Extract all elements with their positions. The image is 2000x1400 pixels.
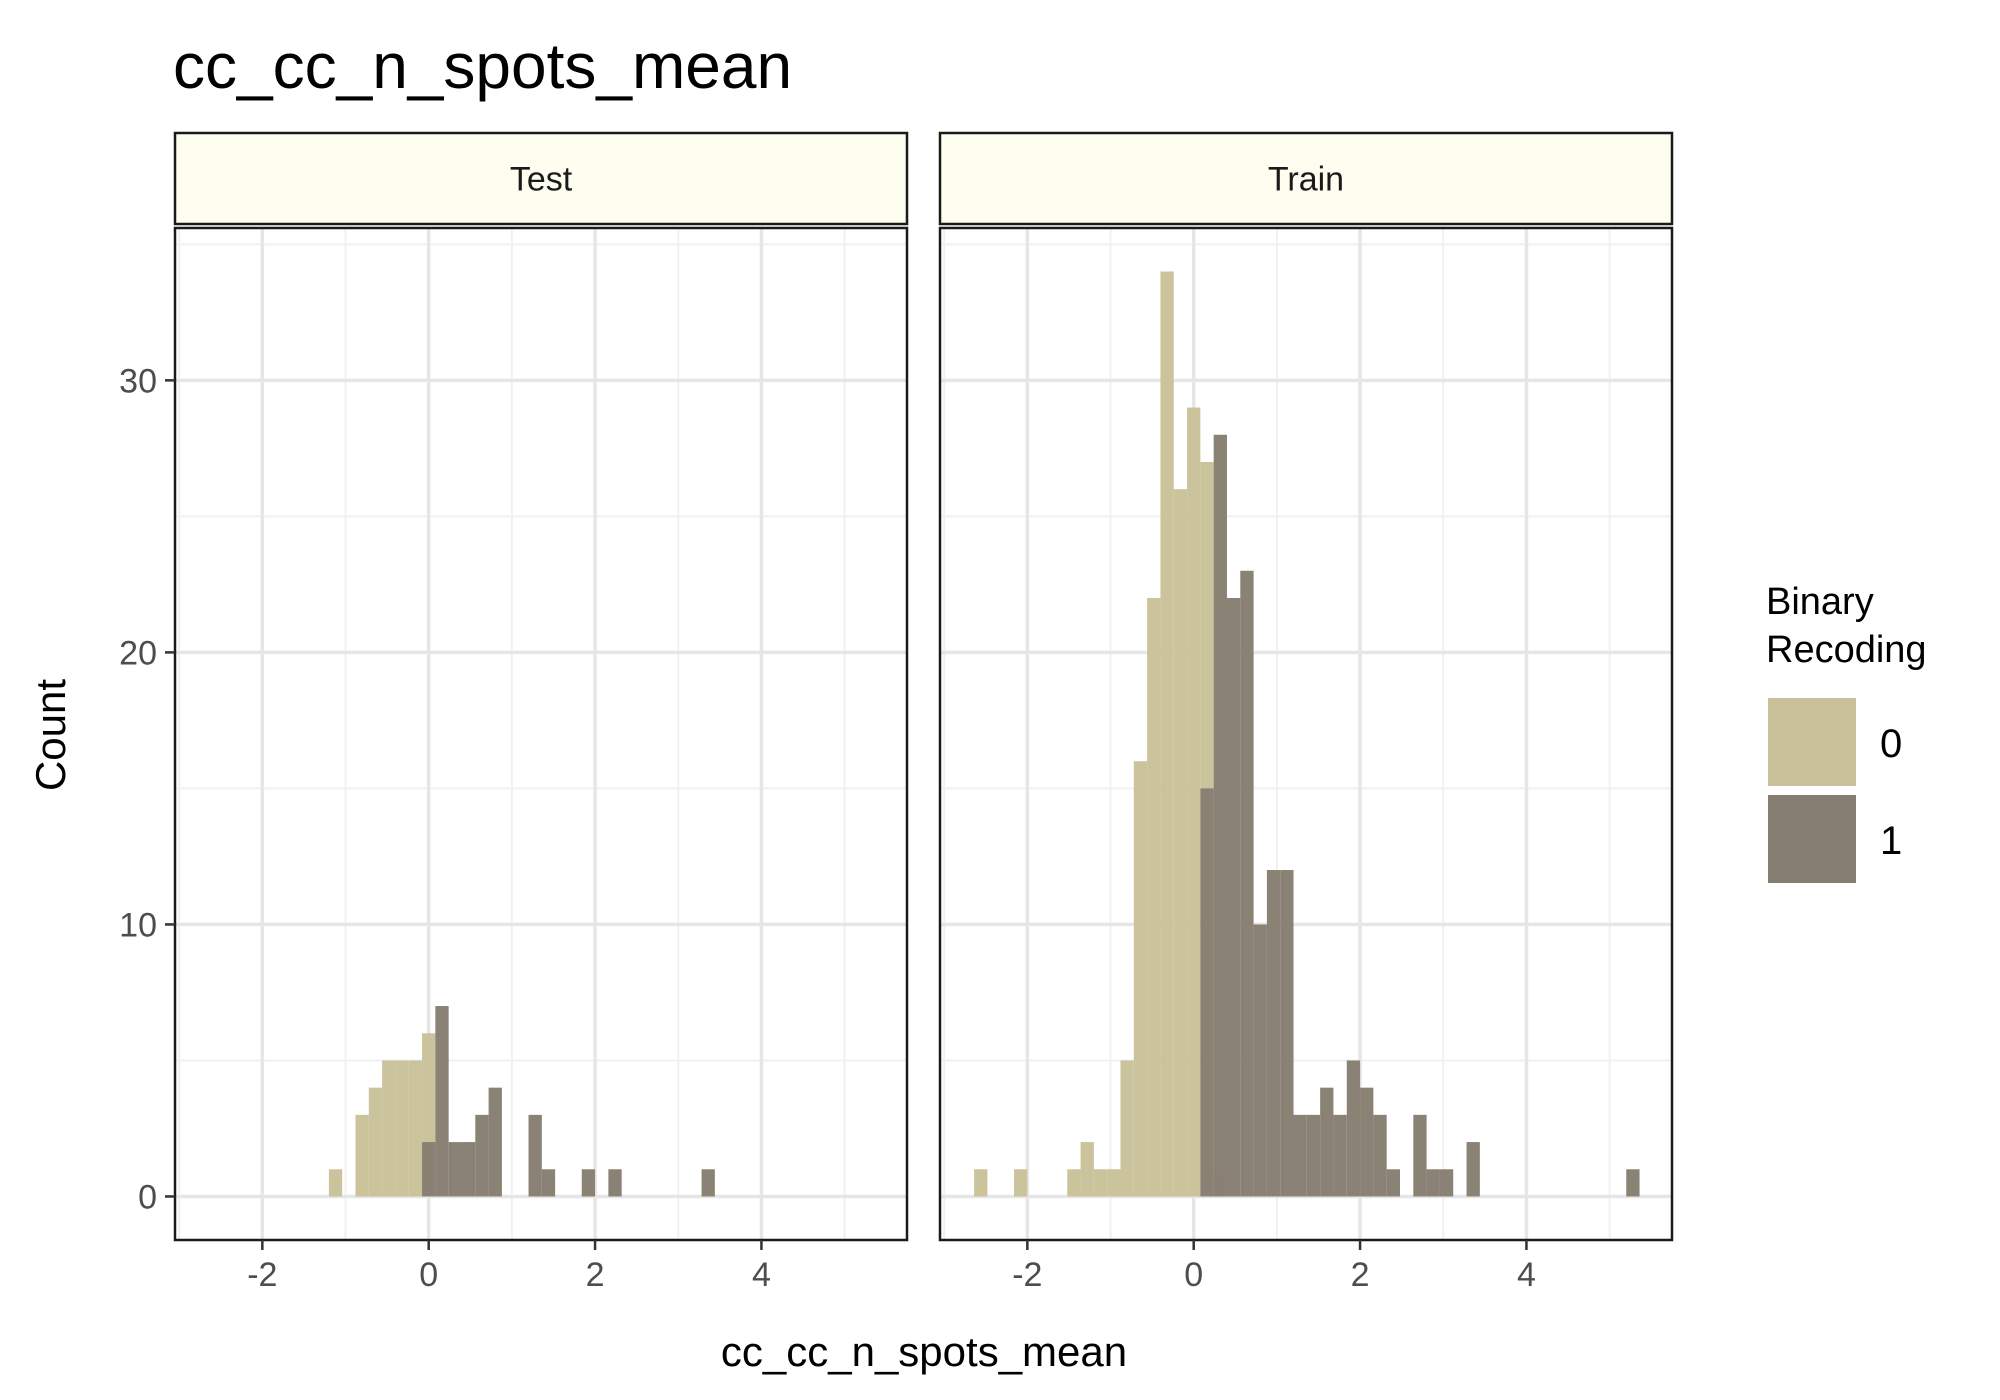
histogram-bar [1253, 924, 1267, 1197]
histogram-bar [1333, 1114, 1347, 1197]
legend-key-0-label: 0 [1880, 722, 1902, 766]
histogram-bar [1213, 434, 1227, 1197]
x-tick-label: 2 [1351, 1256, 1370, 1294]
histogram-bar [395, 1060, 409, 1197]
histogram-bar [1147, 597, 1161, 1197]
legend-key-0-swatch [1768, 698, 1856, 786]
histogram-bar [1093, 1169, 1108, 1197]
y-tick-label: 10 [119, 906, 157, 944]
histogram-bar [581, 1169, 596, 1197]
histogram-bar [1173, 489, 1188, 1197]
series-1-bars [422, 1006, 715, 1197]
histogram-bar [1067, 1169, 1081, 1197]
histogram-bar [1120, 1060, 1134, 1197]
panel-background [175, 228, 907, 1240]
histogram-bar [1240, 570, 1254, 1197]
y-tick-label: 30 [119, 362, 157, 400]
histogram-bar [1320, 1087, 1334, 1197]
histogram-bar [1187, 407, 1201, 1197]
x-tick-label: 4 [752, 1256, 771, 1294]
histogram-bar [1439, 1169, 1454, 1197]
histogram-bar [541, 1169, 556, 1197]
legend-title-line-1: Binary [1766, 581, 1874, 623]
histogram-bar [382, 1060, 396, 1197]
x-tick-label: -2 [247, 1256, 277, 1294]
histogram-bar [1080, 1142, 1094, 1197]
x-tick-label: 4 [1517, 1256, 1536, 1294]
histogram-bar [475, 1114, 489, 1197]
histogram-bar [1466, 1142, 1480, 1197]
legend: Binary Recoding 0 1 [1766, 581, 1927, 883]
y-tick-label: 20 [119, 634, 157, 672]
histogram-bar [1200, 788, 1214, 1197]
histogram-bar [974, 1169, 988, 1197]
x-tick-label: 0 [419, 1256, 438, 1294]
panel-background [940, 228, 1672, 1240]
histogram-bar [488, 1087, 502, 1197]
y-axis-title: Count [27, 679, 74, 791]
histogram-bar [355, 1114, 369, 1197]
histogram-bar [528, 1114, 542, 1197]
x-tick-label: -2 [1012, 1256, 1042, 1294]
legend-title-line-2: Recoding [1766, 629, 1927, 671]
histogram-bar [461, 1142, 476, 1197]
histogram-bar [435, 1006, 449, 1197]
histogram-bar [701, 1169, 715, 1197]
x-tick-label: 0 [1184, 1256, 1203, 1294]
histogram-bar [1160, 271, 1174, 1197]
histogram-bar [1386, 1169, 1400, 1197]
histogram-bar [368, 1087, 383, 1197]
chart-title: cc_cc_n_spots_mean [173, 30, 792, 102]
facet-strip [938, 131, 1674, 226]
panel-border [173, 226, 909, 1242]
histogram-bar [608, 1169, 622, 1197]
histogram-bar [1133, 761, 1148, 1197]
legend-key-1-swatch [1768, 795, 1856, 883]
histogram-bar [422, 1142, 436, 1197]
facet-strip [173, 131, 909, 226]
x-axis-title: cc_cc_n_spots_mean [721, 1328, 1127, 1375]
histogram-bar [1280, 870, 1294, 1197]
histogram-bar [1226, 597, 1241, 1197]
histogram-bar [408, 1060, 423, 1197]
legend-key-1-label: 1 [1880, 819, 1902, 863]
histogram-bar [1266, 870, 1281, 1197]
histogram-bar [328, 1169, 343, 1197]
facet-panel-train: Train -2 0 2 4 [938, 131, 1674, 1294]
histogram-bar [1626, 1169, 1640, 1197]
x-tick-label: 2 [586, 1256, 605, 1294]
histogram-bar [1014, 1169, 1028, 1197]
panel-border [938, 226, 1674, 1242]
facet-strip-label: Test [510, 161, 573, 199]
facet-panel-test: Test -2 0 2 4 0 10 20 30 [119, 131, 909, 1294]
histogram-bar [1293, 1114, 1307, 1197]
facet-strip-label: Train [1268, 161, 1344, 199]
histogram-bar [1426, 1169, 1440, 1197]
facet-panels: Test -2 0 2 4 0 10 20 30 Train -2 0 2 4 [119, 131, 1674, 1294]
histogram-bar [1373, 1114, 1387, 1197]
series-1-bars [1200, 434, 1640, 1197]
histogram-bar [1360, 1087, 1374, 1197]
y-tick-label: 0 [138, 1178, 157, 1216]
histogram-bar [1306, 1114, 1321, 1197]
histogram-bar [1107, 1169, 1121, 1197]
histogram-bar [448, 1142, 462, 1197]
histogram-bar [1413, 1114, 1427, 1197]
histogram-bar [1346, 1060, 1361, 1197]
